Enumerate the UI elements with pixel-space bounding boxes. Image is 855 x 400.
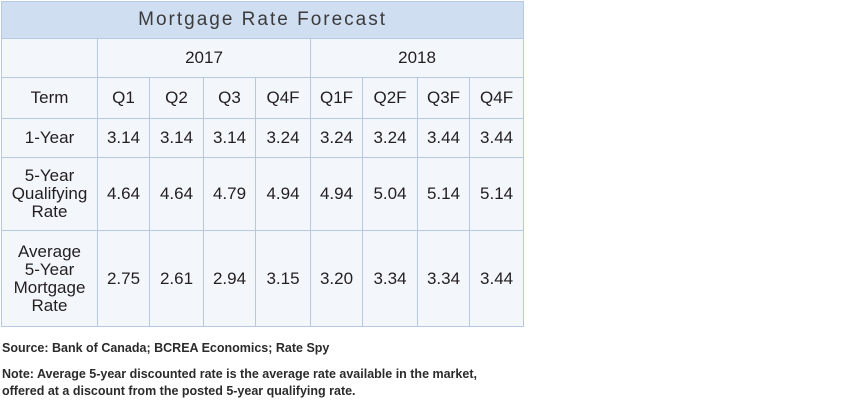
term-label-line: 5-Year — [24, 259, 75, 279]
quarter-header: Q2F — [362, 77, 418, 119]
term-label-line: Rate — [31, 295, 68, 315]
quarter-header: Q3 — [203, 77, 256, 119]
term-label: 5-Year Qualifying Rate — [1, 157, 98, 231]
rate-cell: 3.34 — [417, 230, 470, 327]
rate-cell: 5.14 — [417, 157, 470, 231]
mortgage-rate-forecast-table: Mortgage Rate Forecast 2017 2018 Term Q1… — [0, 1, 525, 327]
year-header-2017: 2017 — [97, 38, 311, 78]
rate-cell: 3.34 — [362, 230, 418, 327]
rate-cell: 3.14 — [203, 118, 256, 158]
rate-cell: 3.15 — [255, 230, 311, 327]
rate-cell: 3.24 — [362, 118, 418, 158]
rate-cell: 3.14 — [149, 118, 204, 158]
rate-cell: 4.94 — [310, 157, 363, 231]
table-row-5-year-qualifying: 5-Year Qualifying Rate 4.64 4.64 4.79 4.… — [1, 157, 525, 231]
rate-cell: 2.94 — [203, 230, 256, 327]
term-label-line: Average — [17, 241, 81, 261]
quarter-header: Q3F — [417, 77, 470, 119]
rate-cell: 3.44 — [468, 118, 525, 158]
year-header-2018: 2018 — [309, 38, 525, 78]
table-row-average-5-year-mortgage: Average 5-Year Mortgage Rate 2.75 2.61 2… — [1, 230, 525, 327]
term-column-header: Term — [1, 77, 98, 119]
rate-cell: 4.94 — [255, 157, 311, 231]
footnote-line: offered at a discount from the posted 5-… — [2, 384, 356, 398]
quarter-header: Q1 — [97, 77, 150, 119]
rate-cell: 3.20 — [310, 230, 363, 327]
rate-cell: 3.44 — [417, 118, 470, 158]
term-label-line: 1-Year — [24, 128, 75, 147]
quarter-header-row: Term Q1 Q2 Q3 Q4F Q1F Q2F Q3F Q4F — [1, 77, 525, 119]
corner-empty-cell — [1, 38, 98, 78]
term-label-line: Qualifying — [11, 184, 88, 203]
rate-cell: 4.79 — [203, 157, 256, 231]
rate-cell: 3.14 — [97, 118, 150, 158]
term-label: Average 5-Year Mortgage Rate — [1, 230, 98, 327]
quarter-header: Q1F — [310, 77, 363, 119]
table-title: Mortgage Rate Forecast — [0, 1, 525, 39]
quarter-header: Q2 — [149, 77, 204, 119]
table-row-1-year: 1-Year 3.14 3.14 3.14 3.24 3.24 3.24 3.4… — [1, 118, 525, 158]
rate-cell: 4.64 — [149, 157, 204, 231]
footnote-line: Note: Average 5-year discounted rate is … — [2, 367, 477, 381]
quarter-header: Q4F — [468, 77, 525, 119]
rate-cell: 2.61 — [149, 230, 204, 327]
rate-cell: 5.04 — [362, 157, 418, 231]
term-label-line: 5-Year — [24, 166, 75, 185]
rate-cell: 3.24 — [255, 118, 311, 158]
quarter-header: Q4F — [255, 77, 311, 119]
source-citation: Source: Bank of Canada; BCREA Economics;… — [2, 341, 330, 355]
term-label-line: Mortgage — [13, 277, 86, 297]
rate-cell: 4.64 — [97, 157, 150, 231]
term-label: 1-Year — [1, 118, 98, 158]
footnote: Note: Average 5-year discounted rate is … — [2, 366, 477, 400]
rate-cell: 5.14 — [468, 157, 525, 231]
rate-cell: 3.44 — [468, 230, 525, 327]
rate-cell: 2.75 — [97, 230, 150, 327]
term-label-line: Rate — [31, 202, 68, 221]
rate-cell: 3.24 — [310, 118, 363, 158]
